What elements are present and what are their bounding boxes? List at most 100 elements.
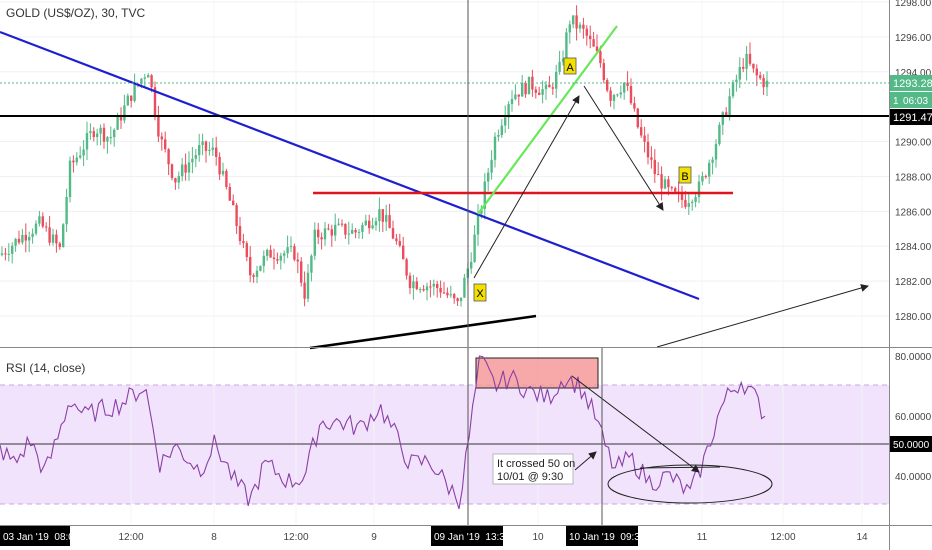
arrow-a-to-b xyxy=(583,85,664,211)
candle-body xyxy=(623,82,626,93)
candle-body xyxy=(755,68,758,76)
time-axis[interactable]: 12:00 8 12:00 9 10 11 12:00 14 xyxy=(118,532,868,543)
candle-body xyxy=(147,75,150,78)
candle-body xyxy=(198,145,201,156)
marker-b: B xyxy=(678,166,692,184)
candle-body xyxy=(181,164,184,177)
candle-body xyxy=(34,223,38,234)
candle-body xyxy=(126,95,129,106)
arrow-projection xyxy=(656,284,869,348)
candle-body xyxy=(62,224,65,248)
rsi-tick-label: 40.0000 xyxy=(895,472,932,483)
candle-body xyxy=(442,292,446,294)
candle-body xyxy=(697,181,701,197)
candle-body xyxy=(119,115,123,121)
candle-body xyxy=(398,241,401,246)
candle-body xyxy=(225,170,228,188)
time-tick-label: 12:00 xyxy=(118,532,143,543)
rsi-tick-label: 60.0000 xyxy=(895,412,932,423)
candle-body xyxy=(99,127,102,134)
candle-body xyxy=(51,234,55,243)
candle-body xyxy=(157,115,160,137)
rsi-axis[interactable]: 80.0000 60.0000 40.0000 xyxy=(895,352,932,483)
hline-badge: 1291.47 xyxy=(890,109,932,125)
candle-body xyxy=(381,209,384,222)
candle-body xyxy=(313,229,316,256)
candle-body xyxy=(412,281,415,289)
price-tick-label: 1296.00 xyxy=(895,33,932,44)
candle-body xyxy=(582,24,585,29)
grid xyxy=(0,0,889,525)
candle-body xyxy=(75,157,78,163)
candle-body xyxy=(439,287,442,293)
candle-body xyxy=(646,141,650,158)
candle-body xyxy=(334,224,337,236)
candle-body xyxy=(68,160,72,197)
date-badge-1-text: 03 Jan '19 08:00 xyxy=(3,532,80,543)
candle-body xyxy=(357,231,361,233)
candle-body xyxy=(493,136,497,160)
candle-body xyxy=(245,243,248,258)
marker-a: A xyxy=(563,57,577,75)
rsi-level-badge: 50.0000 xyxy=(890,436,932,452)
candle-body xyxy=(714,144,718,160)
candle-body xyxy=(599,51,602,64)
candle-body xyxy=(721,112,724,125)
candle-body xyxy=(592,39,595,47)
candle-body xyxy=(7,253,10,255)
candle-body xyxy=(704,176,707,178)
candle-body xyxy=(150,75,153,88)
candle-body xyxy=(48,227,51,243)
candle-body xyxy=(735,79,738,82)
candle-body xyxy=(242,241,245,244)
candle-body xyxy=(269,249,272,258)
rsi-tick-label: 80.0000 xyxy=(895,352,932,363)
candle-body xyxy=(272,257,276,260)
price-tick-label: 1290.00 xyxy=(895,138,932,149)
candle-body xyxy=(344,223,347,235)
candle-body xyxy=(364,220,367,225)
candle-body xyxy=(41,216,44,227)
candle-body xyxy=(602,63,605,81)
candle-body xyxy=(204,141,208,151)
candle-body xyxy=(130,95,133,101)
candle-body xyxy=(378,209,381,222)
candle-body xyxy=(28,237,31,241)
candle-body xyxy=(507,104,510,118)
black-trendline xyxy=(309,314,537,350)
candle-body xyxy=(133,83,136,101)
time-tick-label: 14 xyxy=(856,532,868,543)
candle-body xyxy=(92,131,95,137)
candle-body xyxy=(167,149,170,165)
candle-body xyxy=(575,15,578,29)
last-price-value: 1293.28 xyxy=(893,78,932,90)
candle-body xyxy=(742,66,745,69)
candle-body xyxy=(674,188,677,192)
date-badge-2-text: 09 Jan '19 13:30 xyxy=(434,532,511,543)
marker-x: X xyxy=(473,283,487,302)
candle-body xyxy=(612,94,616,101)
candle-body xyxy=(385,215,388,222)
candle-body xyxy=(82,149,85,156)
price-axis[interactable]: 1298.00 1296.00 1294.00 1290.00 1288.00 1286.… xyxy=(895,0,932,323)
candle-body xyxy=(425,286,429,291)
candle-body xyxy=(680,192,684,200)
candle-body xyxy=(527,76,531,95)
candle-body xyxy=(748,53,752,64)
candle-body xyxy=(548,84,551,88)
candle-body xyxy=(487,172,490,182)
candle-body xyxy=(640,127,643,136)
candle-body xyxy=(283,253,286,256)
candle-body xyxy=(415,281,418,290)
candle-body xyxy=(14,238,17,246)
candle-body xyxy=(578,24,582,29)
candle-body xyxy=(323,228,327,240)
time-tick-label: 11 xyxy=(697,532,708,543)
rsi-overbought-highlight xyxy=(475,357,599,389)
candle-body xyxy=(293,246,296,260)
candle-body xyxy=(446,292,449,296)
candle-body xyxy=(354,229,357,233)
candle-body xyxy=(303,282,306,299)
candle-body xyxy=(629,85,633,104)
